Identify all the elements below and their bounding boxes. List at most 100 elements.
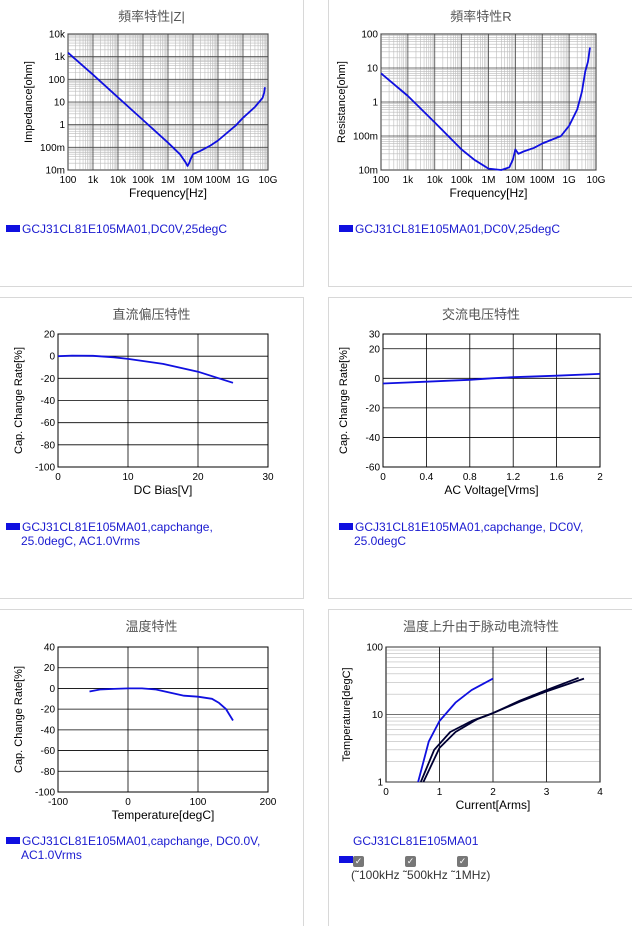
y-axis-label: Cap. Change Rate[%] bbox=[13, 666, 25, 773]
legend-swatch bbox=[6, 837, 20, 845]
x-tick-label: 1M bbox=[482, 175, 496, 186]
y-tick-label: -20 bbox=[366, 403, 381, 414]
x-tick-label: 100M bbox=[205, 175, 230, 186]
x-tick-label: 10G bbox=[587, 175, 606, 186]
x-tick-label: 100M bbox=[530, 175, 555, 186]
y-tick-label: -100 bbox=[35, 788, 55, 799]
y-tick-label: -100 bbox=[35, 463, 55, 474]
y-tick-label: 100m bbox=[353, 132, 378, 143]
x-tick-label: 100 bbox=[190, 797, 207, 808]
y-tick-label: 100 bbox=[361, 30, 378, 41]
plot-area bbox=[382, 333, 601, 468]
legend-text: GCJ31CL81E105MA01,capchange, bbox=[22, 520, 213, 534]
chart-title: 頻率特性|Z| bbox=[118, 9, 185, 24]
y-axis-label: Temperature[degC] bbox=[341, 667, 353, 761]
y-tick-label: 0 bbox=[49, 352, 55, 363]
y-axis-label: Resistance[ohm] bbox=[336, 61, 348, 143]
chart-legend: GCJ31CL81E105MA01,DC0V,25degC bbox=[339, 222, 560, 236]
x-tick-label: 1 bbox=[437, 787, 443, 798]
y-tick-label: -20 bbox=[41, 374, 56, 385]
series-line bbox=[417, 677, 494, 783]
chart-legend: GCJ31CL81E105MA01,capchange, 25.0degC, A… bbox=[6, 520, 213, 548]
y-tick-label: 10 bbox=[372, 710, 384, 721]
x-tick-label: 100k bbox=[132, 175, 155, 186]
y-tick-label: -80 bbox=[41, 767, 56, 778]
x-tick-label: 10G bbox=[259, 175, 278, 186]
checkbox-label: ˜500kHz bbox=[403, 868, 448, 882]
temperature-chart: -100 0 100 200 -100 -80 -60 -40 -20 0 20 40 Temperat… bbox=[13, 643, 277, 823]
chart-title: 交流电压特性 bbox=[441, 307, 520, 322]
panel-impedance: 頻率特性|Z| 100 1k 10k 100k 1M 10M 100M 1G 10G 10m 100… bbox=[0, 0, 304, 287]
series-line bbox=[57, 354, 234, 384]
series-line bbox=[422, 677, 585, 783]
y-tick-label: 10k bbox=[49, 30, 66, 41]
y-axis-label: Cap. Change Rate[%] bbox=[338, 347, 350, 454]
chart-title: 頻率特性R bbox=[450, 9, 512, 24]
chart-title: 直流偏压特性 bbox=[112, 307, 191, 322]
x-tick-label: 1G bbox=[236, 175, 250, 186]
chart-legend: GCJ31CL81E105MA01,capchange, DC0.0V, AC1… bbox=[6, 834, 260, 862]
x-tick-label: 1M bbox=[161, 175, 175, 186]
y-axis-label: Cap. Change Rate[%] bbox=[13, 347, 25, 454]
x-tick-label: 0 bbox=[380, 472, 386, 483]
legend-text: GCJ31CL81E105MA01,DC0V,25degC bbox=[22, 222, 228, 236]
legend-text: AC1.0Vrms bbox=[21, 848, 82, 862]
y-tick-label: 40 bbox=[44, 643, 56, 654]
x-tick-label: 3 bbox=[544, 787, 550, 798]
y-tick-label: 10m bbox=[359, 166, 378, 177]
x-axis-label: Current[Arms] bbox=[456, 798, 531, 812]
y-tick-label: -80 bbox=[41, 440, 56, 451]
y-tick-label: 0 bbox=[49, 684, 55, 695]
y-tick-label: 1 bbox=[59, 120, 65, 131]
chart-legend: GCJ31CL81E105MA01,DC0V,25degC bbox=[6, 222, 227, 236]
x-axis-label: Frequency[Hz] bbox=[449, 186, 527, 200]
y-tick-label: -20 bbox=[41, 705, 56, 716]
y-tick-label: -40 bbox=[41, 396, 56, 407]
legend-text: GCJ31CL81E105MA01,capchange, DC0.0V, bbox=[22, 834, 261, 848]
x-tick-label: 0 bbox=[383, 787, 389, 798]
legend-text: GCJ31CL81E105MA01,DC0V,25degC bbox=[355, 222, 561, 236]
checkbox-100khz[interactable]: ✓ bbox=[353, 856, 364, 867]
x-tick-label: 100k bbox=[451, 175, 474, 186]
x-axis-label: DC Bias[V] bbox=[134, 483, 193, 497]
x-tick-label: 200 bbox=[260, 797, 277, 808]
x-axis-label: Temperature[degC] bbox=[112, 808, 215, 822]
y-tick-label: -60 bbox=[41, 746, 56, 757]
y-tick-label: -60 bbox=[366, 463, 381, 474]
y-tick-label: 0 bbox=[374, 374, 380, 385]
y-tick-label: 10m bbox=[46, 166, 65, 177]
panel-resistance: 頻率特性R 100 1k 10k 100k 1M 10M 100M 1G 10G 10m 100m 1… bbox=[328, 0, 632, 287]
y-tick-label: 20 bbox=[44, 663, 56, 674]
series-line bbox=[380, 47, 591, 171]
chart-title: 温度上升由于脉动电流特性 bbox=[402, 619, 559, 634]
y-tick-label: 20 bbox=[44, 330, 56, 341]
y-tick-label: 1 bbox=[372, 98, 378, 109]
checkbox-1mhz[interactable]: ✓ bbox=[457, 856, 468, 867]
x-tick-label: 0.4 bbox=[419, 472, 433, 483]
x-tick-label: 2 bbox=[597, 472, 603, 483]
panel-temperature: 温度特性 -100 0 100 200 -100 -80 -60 -40 -20 0 20 40 Tem… bbox=[0, 609, 304, 926]
x-tick-label: 0 bbox=[125, 797, 131, 808]
y-tick-label: 1 bbox=[377, 778, 383, 789]
x-tick-label: 0 bbox=[55, 472, 61, 483]
chart-legend: GCJ31CL81E105MA01 bbox=[353, 834, 478, 848]
y-tick-label: 10 bbox=[54, 98, 66, 109]
x-tick-label: 4 bbox=[597, 787, 603, 798]
chart-legend: GCJ31CL81E105MA01,capchange, DC0V, 25.0d… bbox=[339, 520, 583, 548]
x-tick-label: 1G bbox=[562, 175, 576, 186]
chart-title: 温度特性 bbox=[125, 619, 178, 634]
x-axis-label: Frequency[Hz] bbox=[129, 186, 207, 200]
y-tick-label: 1k bbox=[54, 52, 66, 63]
x-tick-label: -100 bbox=[48, 797, 68, 808]
series-line bbox=[382, 373, 601, 385]
x-tick-label: 1k bbox=[403, 175, 415, 186]
checkbox-labels: (˜100kHz ˜500kHz ˜1MHz) bbox=[351, 868, 490, 882]
y-tick-label: 100 bbox=[366, 643, 383, 654]
series-line bbox=[89, 687, 234, 721]
checkbox-500khz[interactable]: ✓ bbox=[405, 856, 416, 867]
legend-text: 25.0degC bbox=[354, 534, 407, 548]
plot-area bbox=[57, 646, 269, 793]
x-tick-label: 2 bbox=[490, 787, 496, 798]
x-tick-label: 10k bbox=[110, 175, 127, 186]
